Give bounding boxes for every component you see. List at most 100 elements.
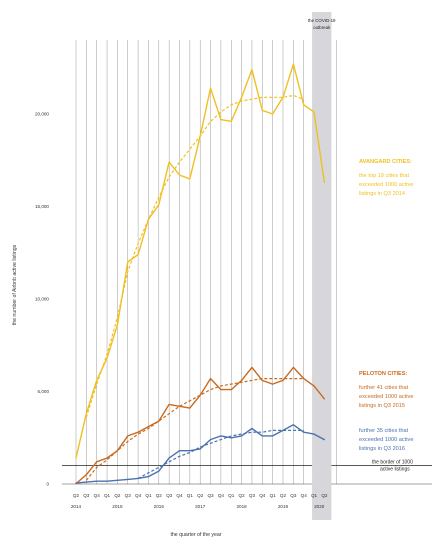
series-trend-line [137,429,304,479]
y-tick-label: 20,000 [35,112,49,117]
y-tick-label: 5,000 [38,389,50,394]
data-point [75,482,77,484]
data-point [251,427,253,430]
year-label: 2014 [71,504,82,509]
data-point [127,435,129,437]
covid-label: outbreak [313,25,331,30]
data-point [209,87,212,89]
y-axis-label: the number of Airbnb active listings [12,244,18,325]
data-point [147,218,150,221]
data-point [323,181,325,184]
data-point [282,429,284,431]
y-tick-label: 15,000 [35,204,49,209]
data-point [96,461,98,463]
data-point [116,479,118,481]
x-tick-label: Q3 [83,493,90,498]
data-point [199,448,201,450]
data-point [272,113,274,115]
x-tick-label: Q4 [135,493,142,498]
data-point [272,435,274,437]
x-tick-label: Q1 [187,493,194,498]
data-point [209,439,212,441]
threshold-label: the border of 1000 [372,460,413,466]
x-tick-label: Q2 [114,493,121,498]
series-description: exceeded 1000 active [359,437,413,443]
data-point [282,379,284,381]
series-description: the top 19 cities that [359,173,410,179]
data-point [168,161,170,163]
x-tick-label: Q3 [290,493,297,498]
x-tick-label: Q1 [228,493,235,498]
data-point [147,476,150,478]
data-point [282,96,284,98]
data-point [127,478,129,480]
data-point [303,377,305,380]
data-point [168,403,170,406]
data-point [251,366,253,369]
series-description: exceeded 1000 active [359,394,413,400]
data-point [85,413,87,415]
data-point [178,450,181,452]
year-label: 2016 [154,504,165,509]
data-point [116,450,118,452]
covid-layer: the COVID-19 outbreak [308,12,336,520]
data-point [230,437,232,439]
data-point [272,383,274,385]
data-point [106,457,108,459]
data-point [137,431,139,433]
data-point [96,480,98,482]
data-point [137,254,139,256]
x-tick-label: Q1 [270,493,277,498]
x-tick-label: Q4 [176,493,183,498]
x-tick-label: Q4 [259,493,266,498]
data-point [189,450,191,452]
threshold-label: active listings [380,467,410,473]
x-tick-label: Q2 [73,493,80,498]
x-tick-label: Q4 [218,493,225,498]
data-point [220,389,222,391]
x-tick-label: Q4 [301,493,308,498]
data-point [313,433,315,435]
data-point [178,405,181,407]
series-description: listings in Q3 2015 [359,403,405,409]
data-point [220,435,222,437]
data-point [241,435,243,437]
x-tick-label: Q2 [156,493,163,498]
data-point [127,261,129,263]
series-description: further 41 cities that [359,385,409,391]
x-tick-label: Q1 [104,493,111,498]
year-label: 2015 [112,504,123,509]
data-point [241,379,243,381]
series-trend-line [85,378,304,481]
series-description: listings in Q3 2014 [359,191,405,197]
x-tick-label: Q3 [166,493,173,498]
year-label: 2019 [278,504,289,509]
series-name-label: PELOTON CITIES: [359,371,408,377]
series-description: exceeded 1000 active [359,182,413,188]
data-point [323,398,325,400]
data-point [261,109,263,111]
x-tick-label: Q3 [207,493,214,498]
x-tick-label: Q1 [311,493,318,498]
data-point [230,389,232,391]
data-point [261,435,263,437]
y-tick-label: 0 [46,482,49,487]
data-point [199,394,201,396]
data-point [85,481,87,483]
data-point [220,118,222,121]
x-tick-label: Q2 [321,493,328,498]
data-point [147,426,150,428]
x-tick-label: Q2 [197,493,204,498]
year-label: 2020 [314,504,325,509]
data-point [292,366,294,369]
data-point [106,357,108,359]
series-name-label: AVANGARD CITIES: [359,159,412,165]
x-tick-label: Q3 [249,493,256,498]
data-point [209,377,212,380]
data-point [85,474,87,476]
data-point [178,174,181,176]
data-point [303,431,305,433]
data-point [313,385,315,387]
